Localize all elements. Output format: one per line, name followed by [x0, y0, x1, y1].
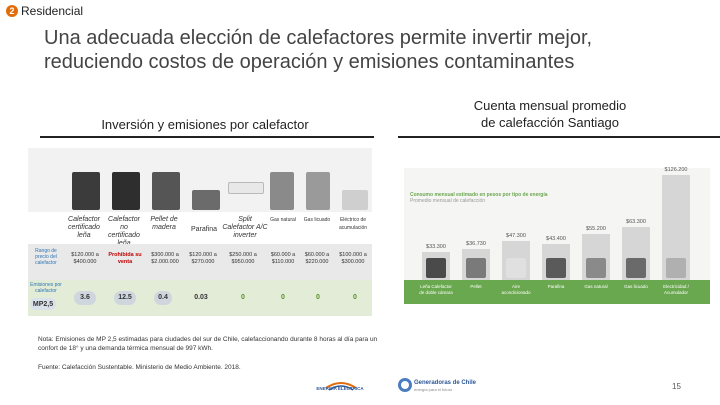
investment-value-prohibited: Prohibida su venta	[108, 252, 142, 265]
investment-value: $60.000 a $110.000	[270, 252, 296, 265]
chart-bar-value-label: $63.300	[626, 219, 646, 225]
source-citation: Fuente: Calefacción Sustentable. Ministe…	[38, 364, 241, 371]
heater-comparison-infographic: Calefactor certificado leña Calefactor n…	[28, 148, 372, 316]
category-label: Split Calefactor A/C inverter	[222, 216, 268, 239]
chart-caption-title: Consumo mensual estimado en pesos por ti…	[410, 192, 548, 198]
footnote: Nota: Emisiones de MP 2,5 estimadas para…	[38, 336, 378, 352]
investment-row-label: Rango de precio del calefactor	[35, 248, 57, 266]
chart-bar-value-label: $55.200	[586, 226, 606, 232]
emission-value: 3.6	[80, 294, 90, 301]
category-label: Gas licuado	[303, 217, 331, 223]
emission-value: 0.4	[158, 294, 168, 301]
energia-electrica-logo	[325, 382, 357, 391]
heater-device-icon	[546, 258, 566, 278]
right-panel-title-line-1: Cuenta mensual promedio	[473, 98, 627, 113]
chart-category-label: Gas licuado	[624, 284, 648, 289]
heater-device-icon	[586, 258, 606, 278]
logo1-text: ENERGÍA ELÉCTRICA	[316, 386, 364, 391]
section-number-badge: 2	[6, 5, 18, 17]
logo2-text: Generadoras de Chile	[414, 380, 477, 386]
chart-category-label: Parafina	[547, 284, 565, 289]
section-tag: 2 Residencial	[6, 4, 83, 18]
slide-title-line-2: reduciendo costos de operación y emision…	[44, 51, 575, 73]
category-label: Gas natural	[270, 217, 296, 223]
investment-value: $100.000 a $300.000	[339, 252, 367, 265]
right-panel-title: Cuenta mensual promedio de calefacción S…	[420, 97, 680, 131]
chart-bar-value-label: $47.300	[506, 233, 526, 239]
chart-category-band	[404, 280, 710, 304]
chart-caption: Consumo mensual estimado en pesos por ti…	[410, 192, 548, 204]
emission-value: 12.5	[118, 294, 132, 301]
chart-caption-subtitle: Promedio mensual de calefacción	[410, 198, 486, 204]
split-ac-image	[228, 182, 264, 194]
section-label: Residencial	[21, 4, 84, 18]
generadoras-logo-icon	[398, 378, 412, 392]
investment-value: $60.000 a $220.000	[304, 252, 330, 265]
cloud-icon	[154, 291, 172, 305]
emission-value: 0	[353, 294, 357, 301]
category-label: Calefactor no certificado leña	[108, 216, 140, 247]
monthly-cost-chart: Consumo mensual estimado en pesos por ti…	[404, 167, 710, 304]
investment-value: $250.000 a $950.000	[229, 252, 257, 265]
electric-accumulator-image	[342, 190, 368, 210]
chart-category-label: Leña Calefactor de doble cámara	[419, 284, 453, 295]
pellet-stove-image	[152, 172, 180, 210]
category-label: Parafina	[190, 226, 218, 233]
right-panel-title-line-2: de calefacción Santiago	[480, 115, 620, 130]
emission-value: 0	[316, 294, 320, 301]
wood-stove-uncertified-image	[112, 172, 140, 210]
slide-title-line-1: Una adecuada elección de calefactores pe…	[44, 27, 593, 49]
chart-category-label: Aire acondicionado	[501, 284, 531, 295]
category-label: Calefactor certificado leña	[68, 216, 100, 239]
chart-category-label: Gas natural	[584, 284, 608, 289]
right-title-rule	[398, 136, 720, 138]
investment-row	[28, 244, 372, 280]
investment-value: $300.000 a $2.000.000	[151, 252, 179, 265]
kerosene-heater-image	[192, 190, 220, 210]
heater-device-icon	[466, 258, 486, 278]
heater-device-icon	[426, 258, 446, 278]
natural-gas-heater-image	[270, 172, 294, 210]
emissions-row-label: Emisiones por calefactor	[30, 282, 62, 294]
wood-stove-certified-image	[72, 172, 100, 210]
chart-bar-value-label: $36.730	[466, 241, 486, 247]
chart-category-label: Pellet	[470, 284, 482, 289]
chart-bar-value-label: $43.400	[546, 236, 566, 242]
cloud-icon	[74, 291, 96, 305]
page-number: 15	[672, 382, 681, 391]
emission-value: 0	[281, 294, 285, 301]
heater-device-icon	[506, 258, 526, 278]
heater-device-icon	[626, 258, 646, 278]
emission-value: 0	[241, 294, 245, 301]
heater-photos-row	[28, 148, 372, 212]
cloud-icon	[114, 291, 136, 305]
slide-title: Una adecuada elección de calefactores pe…	[44, 26, 704, 74]
logo2-subtitle: energía para el futuro	[414, 387, 453, 392]
left-title-rule	[40, 136, 374, 138]
chart-bar-value-label: $126.200	[664, 167, 688, 173]
left-panel-title: Inversión y emisiones por calefactor	[101, 117, 309, 132]
investment-value: $120.000 a $400.000	[71, 252, 99, 265]
heater-device-icon	[666, 258, 686, 278]
category-label: Pellet de madera	[150, 216, 178, 231]
lpg-heater-image	[306, 172, 330, 210]
emission-value: 0.03	[194, 294, 208, 301]
category-label: Eléctrico de acumulación	[338, 217, 368, 231]
chart-bar-value-label: $33.300	[426, 244, 446, 250]
mp25-badge: MP2,5	[30, 298, 56, 310]
investment-value: $120.000 a $270.000	[189, 252, 217, 265]
chart-category-label: Electricidad / Acumulador	[663, 284, 689, 295]
